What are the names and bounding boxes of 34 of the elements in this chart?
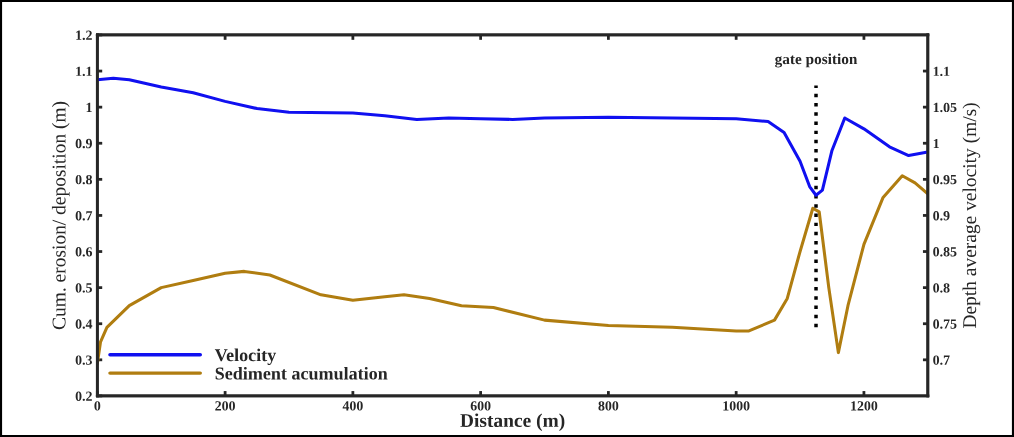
x-tick-label: 400 [342, 401, 363, 411]
y2-axis-title: Depth average velocity (m/s) [962, 103, 981, 328]
y-tick-label: 0.6 [75, 247, 93, 257]
y-tick-label: 0.8 [75, 174, 93, 185]
x-tick-label: 1200 [851, 401, 878, 411]
y2-tick-label: 0.95 [933, 174, 957, 185]
legend-label: Velocity [214, 348, 277, 365]
x-tick-label: 600 [470, 401, 491, 411]
y2-tick-label: 0.85 [933, 247, 957, 257]
y2-tick-label: 0.7 [933, 355, 950, 365]
x-axis-title: Distance (m) [460, 413, 565, 432]
y2-tick-label: 1.05 [933, 102, 957, 113]
y-tick-label: 0.5 [75, 283, 92, 293]
y2-tick-label: 0.75 [933, 319, 957, 329]
x-tick-label: 200 [215, 401, 235, 411]
y-tick-label: 0.2 [75, 391, 92, 401]
legend-label: Sediment acumulation [215, 366, 388, 380]
y-axis-title: Cum. erosion/ deposition (m) [51, 101, 70, 330]
y-tick-label: 1 [86, 102, 92, 112]
y-tick-label: 0.7 [75, 211, 93, 221]
x-tick-label: 1000 [723, 401, 750, 411]
y-tick-label: 0.4 [75, 319, 93, 329]
y2-tick-label: 0.9 [933, 211, 950, 221]
y2-tick-label: 1 [933, 138, 939, 149]
ref-line-label: gate position [775, 53, 858, 68]
y-tick-label: 1.2 [76, 30, 92, 40]
x-tick-label: 0 [94, 401, 101, 411]
y-tick-label: 0.3 [75, 355, 93, 365]
x-tick-label: 800 [598, 401, 619, 411]
y2-tick-label: 1.1 [933, 66, 950, 77]
line-series [97, 76, 928, 197]
y2-tick-label: 0.8 [933, 283, 950, 293]
y-tick-label: 1.1 [76, 66, 92, 77]
y-tick-label: 0.9 [75, 138, 92, 149]
